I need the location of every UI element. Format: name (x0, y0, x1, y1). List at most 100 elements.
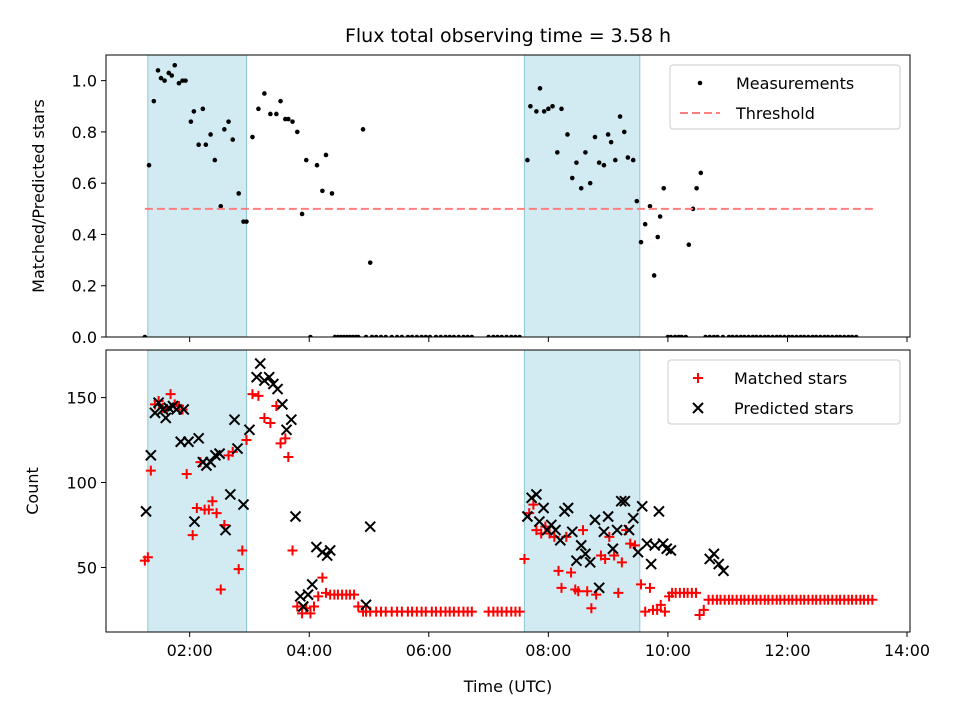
top-y-tick-label: 0.6 (72, 174, 97, 193)
predicted-star-point (364, 520, 376, 533)
measurement-point (188, 119, 194, 124)
measurement-point (834, 334, 839, 337)
top-y-tick-label: 0.8 (72, 123, 97, 142)
measurement-point (517, 334, 522, 337)
measurement-point (592, 134, 598, 140)
measurement-point (146, 162, 152, 168)
measurement-point (369, 334, 375, 337)
matched-star-point (275, 438, 286, 449)
measurement-point (537, 86, 543, 91)
predicted-star-point (566, 526, 578, 538)
matched-star-point (317, 572, 328, 583)
measurement-point (550, 103, 555, 109)
predicted-star-point (593, 582, 605, 594)
top-highlight-span-0 (147, 55, 247, 337)
bottom-y-tick-label: 150 (66, 389, 97, 408)
measurement-point (617, 114, 623, 119)
matched-star-point (253, 390, 264, 401)
bottom-y-tick-label: 100 (66, 474, 97, 493)
matched-star-point (694, 610, 705, 621)
predicted-star-point (653, 505, 665, 518)
predicted-star-point (562, 502, 574, 514)
predicted-star-point (713, 558, 725, 570)
measurement-point (806, 334, 811, 337)
predicted-star-point (611, 524, 623, 536)
matched-star-point (215, 584, 226, 595)
measurement-point (290, 119, 295, 124)
measurement-point (541, 109, 547, 114)
measurement-point (534, 109, 539, 114)
top-series-measurements (142, 62, 859, 337)
matched-star-point (640, 606, 651, 617)
bottom-y-tick-label: 50 (77, 558, 97, 577)
predicted-star-point (554, 534, 567, 546)
measurement-point (200, 106, 206, 112)
predicted-star-point (584, 556, 596, 569)
measurement-point (394, 334, 400, 337)
predicted-star-point (615, 495, 627, 507)
measurement-point (829, 334, 835, 337)
measurement-point (750, 334, 756, 337)
measurement-point (299, 211, 305, 217)
measurement-point (236, 191, 242, 196)
predicted-star-point (607, 543, 619, 555)
matched-star-point (586, 603, 597, 614)
predicted-star-point (708, 548, 720, 560)
matched-star-point (297, 608, 308, 619)
measurement-point (770, 334, 775, 337)
legend-marker-predicted (692, 402, 704, 414)
measurement-point (555, 150, 560, 155)
measurement-point (698, 170, 704, 176)
matched-star-point (616, 557, 627, 568)
measurement-point (612, 157, 618, 163)
measurement-point (320, 188, 325, 194)
measurement-point (625, 155, 631, 160)
matched-star-point (652, 604, 663, 615)
predicted-star-point (632, 546, 644, 558)
predicted-star-point (140, 505, 152, 518)
x-tick-label: 10:00 (645, 641, 691, 660)
top-legend-box (669, 64, 901, 130)
bottom-series-matched-stars (139, 389, 878, 621)
measurement-point (846, 334, 851, 337)
predicted-star-point (219, 524, 232, 536)
measurement-point (742, 334, 747, 337)
legend-label: Matched stars (734, 369, 847, 388)
predicted-star-point (250, 371, 263, 383)
predicted-star-point (665, 544, 677, 557)
predicted-star-point (243, 424, 256, 436)
predicted-star-point (188, 515, 201, 528)
measurement-point (789, 334, 795, 337)
measurement-point (308, 334, 313, 337)
predicted-star-point (289, 510, 302, 523)
measurement-point (274, 111, 279, 117)
measurement-point (686, 242, 692, 248)
predicted-star-point (645, 558, 657, 570)
measurement-point (786, 334, 791, 337)
matched-star-point (233, 564, 244, 575)
measurement-point (495, 334, 500, 337)
predicted-star-point (636, 500, 648, 512)
measurement-point (367, 260, 373, 265)
measurement-point (738, 334, 744, 337)
predicted-star-point (297, 600, 309, 613)
measurement-point (642, 221, 648, 227)
measurement-point (438, 334, 444, 337)
bottom-highlight-span-0 (147, 350, 247, 632)
measurement-point (621, 129, 627, 135)
predicted-star-point (213, 447, 226, 460)
top-y-tick-label: 0.4 (72, 225, 97, 244)
predicted-star-point (549, 524, 562, 536)
measurement-point (565, 132, 570, 137)
measurement-point (427, 334, 433, 337)
measurement-point (766, 334, 771, 337)
measurement-point (822, 334, 827, 337)
measurement-point (212, 157, 218, 163)
measurement-point (794, 334, 799, 337)
legend-label: Threshold (735, 104, 815, 123)
measurement-point (169, 73, 175, 78)
matched-star-point (636, 579, 647, 590)
measurement-point (196, 142, 201, 148)
predicted-star-point (321, 549, 333, 562)
measurement-point (203, 142, 209, 148)
